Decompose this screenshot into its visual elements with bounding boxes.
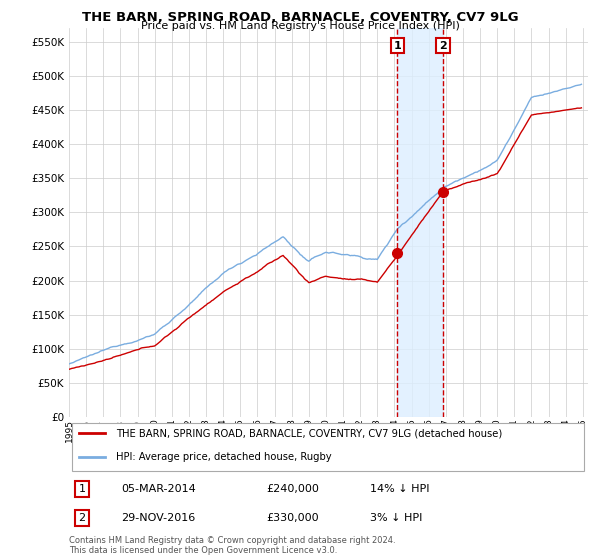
Text: £330,000: £330,000 [266, 514, 319, 524]
Text: HPI: Average price, detached house, Rugby: HPI: Average price, detached house, Rugb… [116, 452, 331, 462]
Text: Contains HM Land Registry data © Crown copyright and database right 2024.
This d: Contains HM Land Registry data © Crown c… [69, 536, 395, 556]
Text: 2: 2 [79, 514, 86, 524]
Text: THE BARN, SPRING ROAD, BARNACLE, COVENTRY, CV7 9LG: THE BARN, SPRING ROAD, BARNACLE, COVENTR… [82, 11, 518, 24]
Text: 3% ↓ HPI: 3% ↓ HPI [370, 514, 422, 524]
Text: 2: 2 [439, 40, 447, 50]
Bar [397, 28, 443, 417]
Text: 14% ↓ HPI: 14% ↓ HPI [370, 484, 430, 494]
Text: 1: 1 [394, 40, 401, 50]
Text: 05-MAR-2014: 05-MAR-2014 [121, 484, 196, 494]
Text: THE BARN, SPRING ROAD, BARNACLE, COVENTRY, CV7 9LG (detached house): THE BARN, SPRING ROAD, BARNACLE, COVENTR… [116, 428, 502, 438]
Text: 29-NOV-2016: 29-NOV-2016 [121, 514, 195, 524]
Text: 1: 1 [79, 484, 85, 494]
Text: £240,000: £240,000 [266, 484, 319, 494]
FancyBboxPatch shape [71, 423, 584, 470]
Text: Price paid vs. HM Land Registry's House Price Index (HPI): Price paid vs. HM Land Registry's House … [140, 21, 460, 31]
